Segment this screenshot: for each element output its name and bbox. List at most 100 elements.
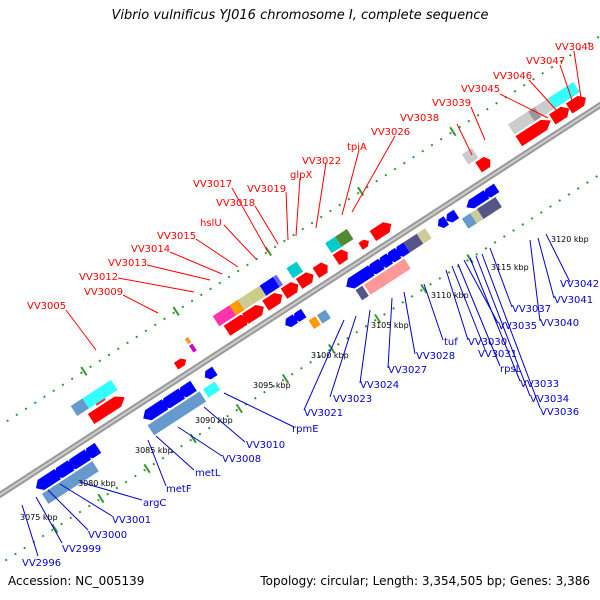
gene-arrow [295, 272, 314, 289]
gene-label-top: VV3015 [157, 231, 196, 242]
accession-text: Accession: NC_005139 [8, 574, 145, 588]
gene-box [184, 336, 192, 345]
gene-label-top: VV3013 [108, 258, 147, 269]
gene-label-bottom: rpsL [500, 364, 522, 375]
gene-arrow [565, 95, 586, 114]
gene-arrow [369, 222, 392, 242]
gene-arrow [293, 308, 307, 322]
gene-label-bottom: VV3028 [416, 351, 455, 362]
gene-arrow [332, 249, 348, 265]
gene-box [317, 309, 331, 324]
track-line-bottom-outer [0, 129, 600, 568]
gene-label-bottom: VV3031 [478, 349, 517, 360]
gene-label-top: glpX [290, 170, 312, 181]
gene-label-top: VV3017 [193, 179, 232, 190]
gene-label-bottom: metF [166, 484, 192, 495]
gene-arrow [35, 469, 61, 490]
tick-label: 3110 kbp [431, 291, 469, 300]
map-title: Vibrio vulnificus YJ016 chromosome I, co… [111, 8, 489, 23]
tick-label: 3090 kbp [195, 416, 233, 425]
gene-box [237, 294, 253, 310]
gene-arrow [204, 366, 218, 380]
gene-label-bottom: VV3010 [246, 440, 285, 451]
gene-label-top: VV3038 [400, 113, 439, 124]
gene-box [82, 379, 118, 409]
gene-label-bottom: tuf [444, 337, 458, 348]
gene-label-top: VV3046 [493, 71, 532, 82]
gene-box [212, 305, 237, 327]
gene-box [355, 285, 369, 301]
gene-arrow [346, 265, 375, 289]
gene-arrow [223, 314, 249, 336]
gene-arrow [173, 358, 187, 370]
gene-box [507, 111, 535, 135]
gene-label-bottom: metL [195, 468, 221, 479]
reverse-genes [35, 183, 502, 504]
gene-label-bottom: VV2999 [62, 544, 101, 555]
kbp-ticks: 3075 kbp 3080 kbp 3085 kbp 3090 kbp 3095… [20, 235, 589, 522]
gene-arrow [549, 106, 570, 125]
gene-arrow [515, 119, 551, 147]
tick-label: 3095 kbp [253, 381, 291, 390]
gene-label-bottom: VV3035 [498, 321, 537, 332]
gene-label-top: VV3005 [27, 301, 66, 312]
gene-box [528, 107, 542, 122]
gene-label-bottom: VV3023 [333, 394, 372, 405]
gene-label-top: VV3026 [371, 127, 410, 138]
gene-label-top: VV3012 [79, 272, 118, 283]
gene-arrow [446, 209, 460, 223]
gene-arrow [285, 314, 299, 328]
gene-arrow [262, 293, 283, 311]
gene-label-bottom: VV3036 [540, 407, 579, 418]
gene-label-bottom: VV3008 [222, 454, 261, 465]
gene-box [273, 274, 283, 287]
gene-arrow [161, 388, 186, 409]
gene-label-top: VV3039 [432, 98, 471, 109]
gene-arrow [466, 190, 490, 209]
gene-label-top: VV3047 [526, 56, 565, 67]
gene-label-top: VV3022 [302, 156, 341, 167]
gene-arrow [242, 305, 264, 324]
gene-label-bottom: argC [143, 498, 166, 509]
gene-box [189, 343, 197, 353]
gene-label-bottom: VV3040 [540, 318, 579, 329]
gene-box [308, 316, 321, 330]
gene-label-bottom: VV3024 [360, 380, 399, 391]
tick-label: 3100 kbp [311, 351, 349, 360]
gene-box [397, 258, 411, 273]
gene-arrow [67, 449, 92, 470]
gene-label-bottom: rpmE [292, 424, 319, 435]
tick-label: 3085 kbp [135, 446, 173, 455]
gene-label-bottom: VV3041 [554, 295, 593, 306]
gene-arrow [280, 282, 299, 299]
gene-box [229, 299, 245, 316]
gene-box [470, 208, 484, 224]
gene-label-top: VV3018 [216, 198, 255, 209]
tick-label: 3075 kbp [20, 513, 58, 522]
gene-arrow [395, 242, 410, 257]
gene-label-top: VV3009 [84, 287, 123, 298]
gene-arrow [475, 156, 491, 173]
gene-arrow [387, 247, 402, 263]
gene-arrow [312, 262, 328, 279]
gene-label-bottom: VV3021 [304, 408, 343, 419]
gene-label-bottom: VV3030 [468, 337, 507, 348]
gene-box [416, 228, 432, 244]
gene-label-bottom: VV3037 [512, 304, 551, 315]
gene-label-top: VV3045 [461, 84, 500, 95]
gene-label-bottom: VV3027 [388, 365, 427, 376]
gene-arrow [179, 380, 197, 398]
gene-label-bottom: VV3001 [112, 515, 151, 526]
tick-label: 3120 kbp [551, 235, 589, 244]
gene-box [286, 261, 304, 279]
gene-box [461, 147, 479, 165]
gene-box [70, 398, 90, 417]
gene-arrow [85, 442, 102, 459]
tick-label: 3115 kbp [491, 263, 529, 272]
gene-arrow [437, 216, 450, 228]
gene-arrow [378, 253, 394, 268]
gene-box [363, 262, 405, 295]
gene-label-top: VV3014 [131, 244, 170, 255]
gene-box [335, 229, 354, 247]
